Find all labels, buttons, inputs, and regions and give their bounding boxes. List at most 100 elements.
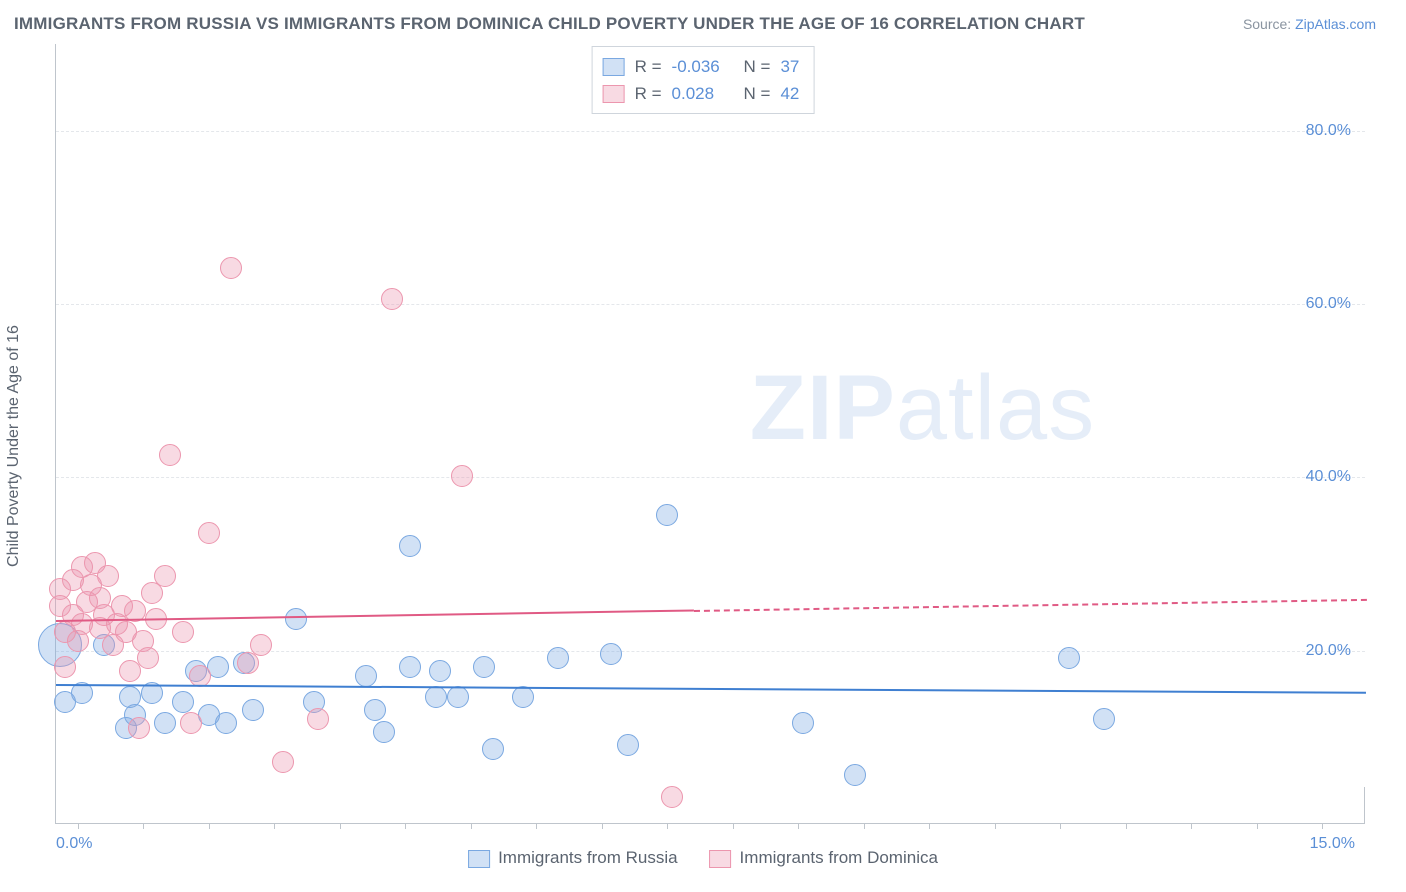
legend-n-value: 37 bbox=[780, 53, 799, 80]
legend-swatch bbox=[603, 85, 625, 103]
scatter-point bbox=[429, 660, 451, 682]
scatter-point bbox=[617, 734, 639, 756]
scatter-point bbox=[242, 699, 264, 721]
scatter-point bbox=[154, 565, 176, 587]
trend-line-dashed bbox=[694, 599, 1366, 612]
x-tick-label: 15.0% bbox=[1310, 835, 1355, 853]
x-tick-label: 0.0% bbox=[56, 835, 92, 853]
legend-swatch bbox=[468, 850, 490, 868]
legend-r-value: -0.036 bbox=[672, 53, 734, 80]
legend-item: Immigrants from Russia bbox=[468, 848, 677, 868]
y-tick-label: 60.0% bbox=[1306, 295, 1351, 313]
x-tick-mark bbox=[798, 823, 799, 829]
source-link[interactable]: ZipAtlas.com bbox=[1295, 16, 1376, 32]
scatter-point bbox=[54, 656, 76, 678]
legend-r-value: 0.028 bbox=[672, 80, 734, 107]
x-tick-mark bbox=[143, 823, 144, 829]
x-tick-mark bbox=[995, 823, 996, 829]
scatter-point bbox=[220, 257, 242, 279]
x-tick-mark bbox=[340, 823, 341, 829]
scatter-point bbox=[512, 686, 534, 708]
gridline bbox=[56, 477, 1365, 478]
scatter-point bbox=[473, 656, 495, 678]
legend-n-label: N = bbox=[744, 80, 771, 107]
source-attribution: Source: ZipAtlas.com bbox=[1243, 16, 1376, 32]
x-tick-mark bbox=[1191, 823, 1192, 829]
legend-correlation: R = -0.036 N = 37 R = 0.028 N = 42 bbox=[592, 46, 815, 114]
chart-title: IMMIGRANTS FROM RUSSIA VS IMMIGRANTS FRO… bbox=[14, 14, 1085, 34]
legend-r-label: R = bbox=[635, 80, 662, 107]
scatter-point bbox=[285, 608, 307, 630]
watermark-light: atlas bbox=[896, 357, 1095, 459]
x-tick-mark bbox=[405, 823, 406, 829]
trend-line bbox=[56, 684, 1366, 694]
y-axis-label: Child Poverty Under the Age of 16 bbox=[5, 325, 23, 567]
scatter-point bbox=[399, 535, 421, 557]
scatter-point bbox=[447, 686, 469, 708]
watermark-bold: ZIP bbox=[750, 357, 896, 459]
x-tick-mark bbox=[733, 823, 734, 829]
x-tick-mark bbox=[929, 823, 930, 829]
scatter-point bbox=[482, 738, 504, 760]
scatter-point bbox=[355, 665, 377, 687]
x-tick-mark bbox=[536, 823, 537, 829]
gridline bbox=[56, 304, 1365, 305]
scatter-point bbox=[373, 721, 395, 743]
y-tick-label: 80.0% bbox=[1306, 122, 1351, 140]
x-tick-mark bbox=[1126, 823, 1127, 829]
scatter-point bbox=[198, 522, 220, 544]
scatter-point bbox=[661, 786, 683, 808]
scatter-point bbox=[844, 764, 866, 786]
scatter-point bbox=[172, 691, 194, 713]
scatter-point bbox=[600, 643, 622, 665]
watermark: ZIPatlas bbox=[750, 356, 1095, 461]
x-tick-mark bbox=[864, 823, 865, 829]
legend-series: Immigrants from Russia Immigrants from Do… bbox=[468, 848, 938, 868]
legend-label: Immigrants from Dominica bbox=[740, 848, 938, 867]
scatter-point bbox=[180, 712, 202, 734]
scatter-point bbox=[1058, 647, 1080, 669]
scatter-point bbox=[97, 565, 119, 587]
x-tick-mark bbox=[1322, 823, 1323, 829]
y-tick-label: 20.0% bbox=[1306, 642, 1351, 660]
scatter-point bbox=[307, 708, 329, 730]
scatter-point bbox=[656, 504, 678, 526]
scatter-point bbox=[189, 665, 211, 687]
scatter-point bbox=[399, 656, 421, 678]
legend-row: R = 0.028 N = 42 bbox=[603, 80, 800, 107]
legend-swatch bbox=[710, 850, 732, 868]
scatter-point bbox=[425, 686, 447, 708]
scatter-point bbox=[154, 712, 176, 734]
scatter-point bbox=[1093, 708, 1115, 730]
legend-n-value: 42 bbox=[780, 80, 799, 107]
gridline bbox=[56, 131, 1365, 132]
scatter-point bbox=[137, 647, 159, 669]
x-tick-mark bbox=[1060, 823, 1061, 829]
scatter-point bbox=[451, 465, 473, 487]
legend-item: Immigrants from Dominica bbox=[710, 848, 938, 868]
x-tick-mark bbox=[471, 823, 472, 829]
legend-r-label: R = bbox=[635, 53, 662, 80]
scatter-point bbox=[792, 712, 814, 734]
scatter-point bbox=[272, 751, 294, 773]
scatter-point bbox=[128, 717, 150, 739]
legend-label: Immigrants from Russia bbox=[498, 848, 677, 867]
legend-row: R = -0.036 N = 37 bbox=[603, 53, 800, 80]
right-border-stub bbox=[1364, 787, 1365, 823]
x-tick-mark bbox=[1257, 823, 1258, 829]
source-label: Source: bbox=[1243, 16, 1291, 32]
x-tick-mark bbox=[274, 823, 275, 829]
legend-n-label: N = bbox=[744, 53, 771, 80]
x-tick-mark bbox=[602, 823, 603, 829]
legend-swatch bbox=[603, 58, 625, 76]
x-tick-mark bbox=[78, 823, 79, 829]
x-tick-mark bbox=[667, 823, 668, 829]
scatter-point bbox=[547, 647, 569, 669]
scatter-point bbox=[172, 621, 194, 643]
scatter-point bbox=[381, 288, 403, 310]
y-tick-label: 40.0% bbox=[1306, 468, 1351, 486]
scatter-point bbox=[159, 444, 181, 466]
x-tick-mark bbox=[209, 823, 210, 829]
scatter-point bbox=[364, 699, 386, 721]
scatter-point bbox=[250, 634, 272, 656]
